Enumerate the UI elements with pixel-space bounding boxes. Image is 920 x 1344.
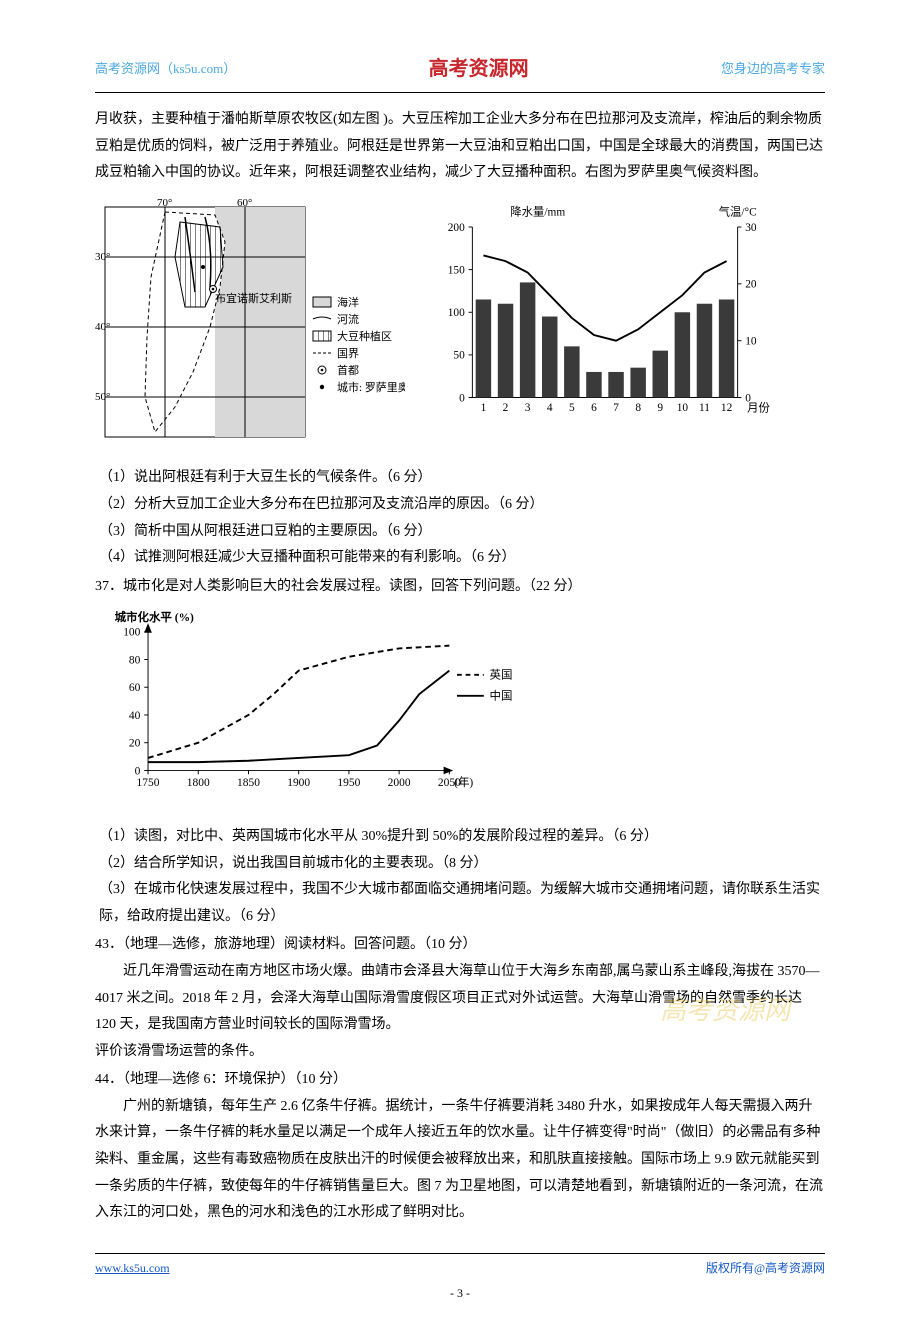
svg-text:大豆种植区: 大豆种植区 xyxy=(337,329,392,343)
svg-text:50: 50 xyxy=(453,349,465,361)
svg-text:布宜诺斯艾利斯: 布宜诺斯艾利斯 xyxy=(215,291,292,305)
svg-text:10: 10 xyxy=(677,402,689,414)
header-right: 您身边的高考专家 xyxy=(721,57,825,82)
svg-text:7: 7 xyxy=(613,402,619,414)
svg-text:2000: 2000 xyxy=(388,777,411,789)
svg-text:1750: 1750 xyxy=(137,777,160,789)
svg-text:0: 0 xyxy=(459,392,465,404)
svg-text:英国: 英国 xyxy=(490,668,513,682)
svg-text:3: 3 xyxy=(525,402,531,414)
svg-text:60: 60 xyxy=(129,682,141,694)
svg-text:30°: 30° xyxy=(95,251,110,263)
svg-text:1: 1 xyxy=(481,402,487,414)
svg-text:河流: 河流 xyxy=(337,312,359,326)
svg-text:40: 40 xyxy=(129,710,141,722)
svg-text:40°: 40° xyxy=(95,321,110,333)
intro-paragraph: 月收获，主要种植于潘帕斯草原农牧区(如左图 )。大豆压榨加工企业大多分布在巴拉那… xyxy=(95,107,825,187)
svg-text:11: 11 xyxy=(699,402,710,414)
svg-text:80: 80 xyxy=(129,655,141,667)
svg-text:200: 200 xyxy=(448,222,465,234)
svg-text:海洋: 海洋 xyxy=(337,295,359,309)
page-footer: www.ks5u.com 版权所有@高考资源网 xyxy=(95,1253,825,1280)
svg-text:20: 20 xyxy=(745,278,757,290)
svg-text:100: 100 xyxy=(123,627,140,639)
svg-text:1950: 1950 xyxy=(337,777,360,789)
svg-text:首都: 首都 xyxy=(337,363,359,377)
header-center: 高考资源网 xyxy=(429,50,529,88)
q36-sub2: （2）分析大豆加工企业大多分布在巴拉那河及支流沿岸的原因。（6 分） xyxy=(95,492,825,519)
svg-text:8: 8 xyxy=(635,402,641,414)
svg-text:1800: 1800 xyxy=(187,777,210,789)
page-number: - 3 - xyxy=(95,1282,825,1305)
figure-row-1: 70° 60° 30° 40° 50° 布宜诺斯艾利斯 海洋 河流 大豆种植区 … xyxy=(95,197,825,458)
q36-sub3: （3）简析中国从阿根廷进口豆粕的主要原因。（6 分） xyxy=(95,519,825,546)
svg-text:2: 2 xyxy=(503,402,509,414)
urbanization-chart: 城市化水平 (%) 0 20 40 60 80 100 1750 1800 1850 1900 1… xyxy=(105,606,545,812)
svg-text:降水量/mm: 降水量/mm xyxy=(510,204,565,218)
svg-text:中国: 中国 xyxy=(490,690,513,703)
footer-link[interactable]: www.ks5u.com xyxy=(95,1257,170,1280)
svg-text:5: 5 xyxy=(569,402,575,414)
svg-text:城市: 罗萨里奥: 城市: 罗萨里奥 xyxy=(337,380,405,394)
svg-text:6: 6 xyxy=(591,402,597,414)
svg-text:城市化水平 (%): 城市化水平 (%) xyxy=(115,611,194,625)
footer-copy: 版权所有@高考资源网 xyxy=(706,1257,825,1280)
q44-body: 广州的新塘镇，每年生产 2.6 亿条牛仔裤。据统计，一条牛仔裤要消耗 3480 … xyxy=(95,1094,825,1227)
q43-ask: 评价该滑雪场运营的条件。 xyxy=(95,1039,825,1066)
svg-text:0: 0 xyxy=(135,766,141,778)
q43-body: 近几年滑雪运动在南方地区市场火爆。曲靖市会泽县大海草山位于大海乡东南部,属乌蒙山… xyxy=(95,959,825,1039)
q36-sub1: （1）说出阿根廷有利于大豆生长的气候条件。（6 分） xyxy=(95,465,825,492)
q43-header: 43．（地理—选修，旅游地理）阅读材料。回答问题。（10 分） xyxy=(95,932,825,959)
q37-header: 37．城市化是对人类影响巨大的社会发展过程。读图，回答下列问题。（22 分） xyxy=(95,574,825,601)
svg-text:4: 4 xyxy=(547,402,553,414)
q44-header: 44．（地理—选修 6：环境保护）（10 分） xyxy=(95,1067,825,1094)
header-left: 高考资源网（ks5u.com） xyxy=(95,57,236,82)
svg-text:气温/°C: 气温/°C xyxy=(719,204,757,218)
page-header: 高考资源网（ks5u.com） 高考资源网 您身边的高考专家 xyxy=(95,50,825,93)
climate-chart: 降水量/mm 气温/°C 050100150200 0102030 123456… xyxy=(425,197,785,448)
svg-text:20: 20 xyxy=(129,738,141,750)
svg-text:150: 150 xyxy=(448,264,465,276)
q36-sub4: （4）试推测阿根廷减少大豆播种面积可能带来的有利影响。（6 分） xyxy=(95,545,825,572)
svg-text:国界: 国界 xyxy=(337,347,359,360)
svg-text:12: 12 xyxy=(721,402,733,414)
q37-sub2: （2）结合所学知识，说出我国目前城市化的主要表现。（8 分） xyxy=(95,851,825,878)
svg-text:70°: 70° xyxy=(157,197,172,209)
svg-text:1900: 1900 xyxy=(287,777,310,789)
argentina-map: 70° 60° 30° 40° 50° 布宜诺斯艾利斯 海洋 河流 大豆种植区 … xyxy=(95,197,405,458)
q37-sub3: （3）在城市化快速发展过程中，我国不少大城市都面临交通拥堵问题。为缓解大城市交通… xyxy=(95,877,825,930)
svg-text:(年): (年) xyxy=(454,775,473,789)
svg-text:10: 10 xyxy=(745,335,757,347)
svg-text:50°: 50° xyxy=(95,391,110,403)
svg-text:30: 30 xyxy=(745,222,757,234)
svg-text:月份: 月份 xyxy=(747,402,770,415)
svg-text:60°: 60° xyxy=(237,197,252,209)
q37-sub1: （1）读图，对比中、英两国城市化水平从 30%提升到 50%的发展阶段过程的差异… xyxy=(95,824,825,851)
svg-text:9: 9 xyxy=(657,402,663,414)
svg-text:1850: 1850 xyxy=(237,777,260,789)
svg-text:100: 100 xyxy=(448,307,465,319)
